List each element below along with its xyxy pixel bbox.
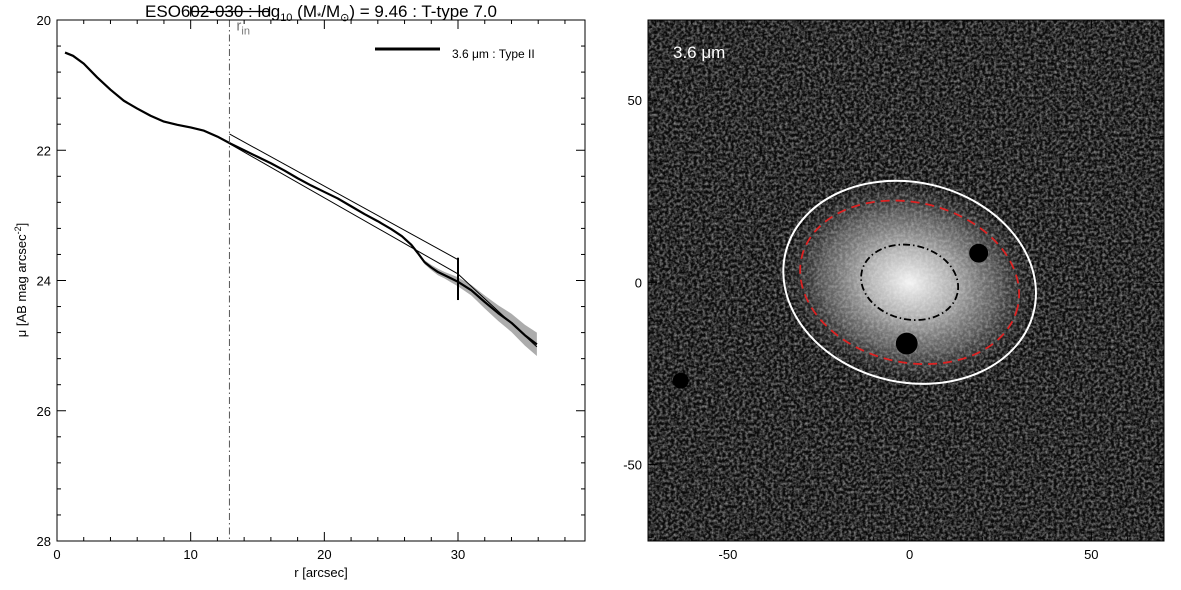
image-tick-marks: [648, 20, 1165, 541]
profile-line: [64, 51, 538, 346]
profile-chart: ESO602-030 : log10 (M*/M⊙) = 9.46 : T-ty…: [13, 2, 586, 580]
galaxy-emission: [785, 182, 1034, 382]
img-y-tick-label: 50: [628, 93, 642, 108]
y-tick-label: 24: [37, 274, 51, 289]
img-y-tick-label: -50: [623, 457, 642, 472]
title-rest-a: (M: [292, 2, 317, 21]
fit-line: [229, 143, 459, 275]
image-frame: [647, 19, 1165, 542]
x-tick-label: 20: [317, 547, 331, 562]
ylabel-main: μ [AB mag arcsec: [14, 234, 29, 337]
title-rest-c: ) = 9.46 : T-type 7.0: [349, 2, 497, 21]
ylabel-end: ]: [14, 223, 29, 227]
r-in-label: rin: [236, 18, 250, 38]
annotations-layer: rin: [190, 6, 460, 541]
title-star: *: [317, 11, 322, 23]
tick-marks: [56, 19, 585, 542]
title-subscript: 10: [280, 12, 292, 24]
ylabel-sup: -2: [13, 226, 23, 234]
star-mask: [895, 332, 918, 355]
img-x-tick-label: 0: [906, 547, 913, 562]
ellipse-outer: [782, 179, 1037, 385]
image-y-tick-labels: -50 0 50: [623, 93, 642, 472]
star-mask: [969, 243, 989, 263]
fit-line: [229, 133, 459, 261]
y-tick-label: 26: [37, 404, 51, 419]
x-tick-label: 30: [451, 547, 465, 562]
title-rest-b: /M: [321, 2, 340, 21]
image-band-label: 3.6 μm: [673, 43, 725, 62]
plot-frame: [56, 19, 586, 542]
y-axis-label: μ [AB mag arcsec-2]: [13, 223, 29, 338]
star-mask: [672, 372, 689, 389]
legend-label: 3.6 μm : Type II: [452, 47, 535, 61]
img-x-tick-label: 50: [1084, 547, 1098, 562]
x-tick-label: 0: [53, 547, 60, 562]
legend: 3.6 μm : Type II: [375, 47, 535, 61]
profile-series-layer: [64, 51, 538, 346]
x-axis-label: r [arcsec]: [294, 565, 347, 580]
x-tick-label: 10: [183, 547, 197, 562]
aperture-ellipses: [782, 179, 1037, 385]
galaxy-glow: [785, 182, 1034, 382]
title-sun: ⊙: [340, 12, 349, 24]
y-tick-label: 20: [37, 13, 51, 28]
x-tick-labels: 0 10 20 30: [53, 547, 465, 562]
ellipse-inner: [860, 243, 960, 321]
img-y-tick-label: 0: [635, 275, 642, 290]
y-tick-label: 22: [37, 143, 51, 158]
image-x-tick-labels: -50 0 50: [719, 547, 1099, 562]
chart-title: ESO602-030 : log10 (M*/M⊙) = 9.46 : T-ty…: [145, 2, 497, 24]
y-tick-labels: 20 22 24 26 28: [37, 13, 51, 549]
ellipse-mid: [799, 199, 1021, 366]
img-x-tick-label: -50: [719, 547, 738, 562]
y-tick-label: 28: [37, 534, 51, 549]
star-masks: [672, 243, 989, 389]
image-panel: 3.6 μm -50 0 50 -50 0 50: [623, 19, 1165, 562]
